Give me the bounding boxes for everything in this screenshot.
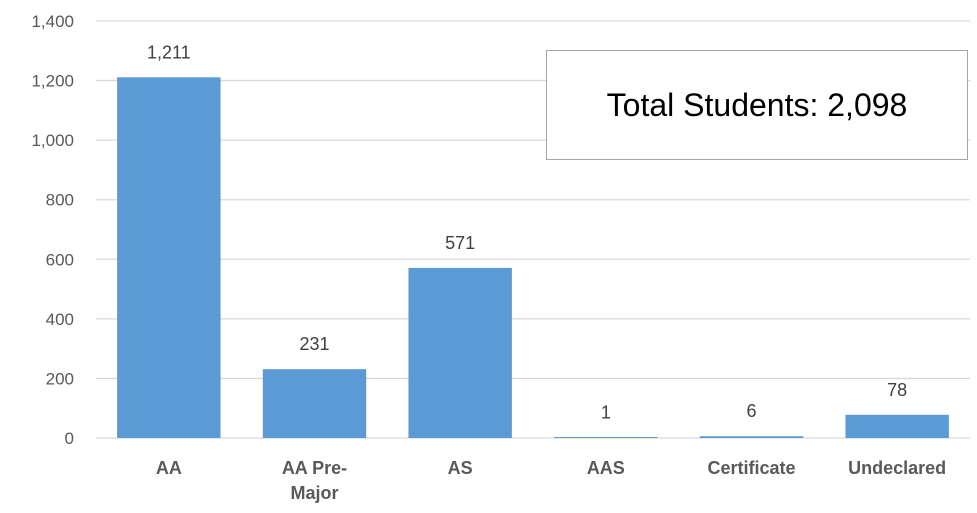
category-label: AS [448,458,473,478]
data-label: 1,211 [147,42,191,62]
category-label: Undeclared [848,458,946,478]
category-label: Certificate [707,458,795,478]
bar-aa-pre-major [262,369,367,438]
bars [117,77,949,439]
category-label: AAS [587,458,625,478]
category-label: Major [290,483,338,503]
y-tick-label: 1,200 [31,72,74,91]
data-label: 571 [445,233,475,253]
y-tick-label: 0 [65,429,74,448]
data-label: 78 [887,380,907,400]
total-students-label: Total Students: 2,098 [606,86,908,123]
bar-aa [117,77,221,439]
y-tick-label: 600 [46,250,74,269]
data-label: 1 [601,403,611,423]
category-label: AA Pre- [282,458,347,478]
y-axis-tick-labels: 0 200 400 600 800 1,000 1,200 1,400 [31,12,74,448]
data-labels: 1,211 231 571 1 6 78 [147,42,907,422]
y-tick-label: 400 [46,310,74,329]
y-tick-label: 1,400 [31,12,74,31]
category-label: AA [156,458,182,478]
bar-undeclared [845,414,949,438]
gridlines [96,20,970,439]
data-label: 6 [746,401,756,421]
y-tick-label: 200 [46,369,74,388]
y-tick-label: 1,000 [31,131,74,150]
data-label: 231 [299,334,329,354]
category-labels: AA AA Pre- Major AS AAS Certificate Undeclared [156,458,946,503]
y-tick-label: 800 [46,191,74,210]
bar-aas [554,437,658,438]
bar-certificate [699,436,804,438]
bar-as [408,267,512,438]
total-students-box: Total Students: 2,098 [546,50,968,160]
